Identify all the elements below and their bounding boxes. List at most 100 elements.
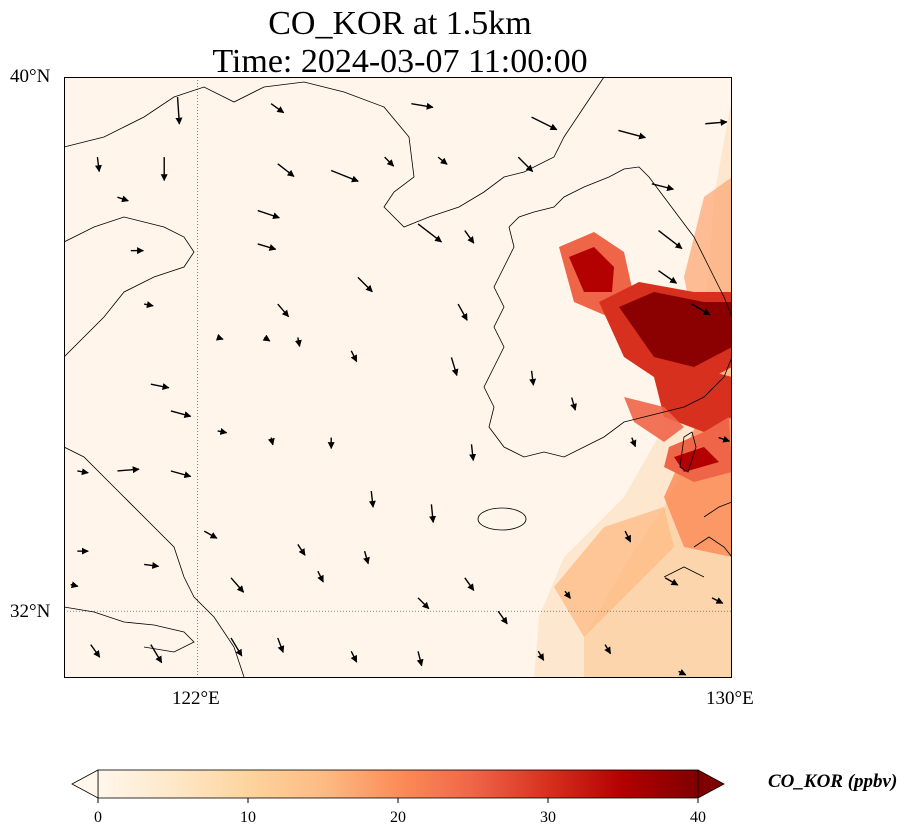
lat-label-32n: 32°N	[10, 601, 51, 622]
wind-vector	[144, 562, 160, 569]
wind-vector	[257, 243, 277, 251]
colorbar: 0 10 20 30 40	[60, 760, 740, 830]
wind-vector	[150, 644, 163, 664]
wind-vector	[350, 650, 358, 663]
wind-vector	[711, 597, 724, 604]
map-panel	[64, 77, 732, 692]
colorbar-tick-label: 20	[390, 809, 406, 826]
colorbar-extend-high	[697, 769, 725, 799]
coastlines	[64, 77, 732, 678]
plume-hotspot-southwest	[624, 397, 684, 442]
wind-vector	[537, 650, 545, 661]
figure-title-line2: Time: 2024-03-07 11:00:00	[212, 43, 588, 80]
wind-vector	[230, 577, 245, 593]
wind-vector	[294, 337, 302, 348]
colorbar-tick-label: 40	[690, 809, 706, 826]
map-frame	[64, 77, 732, 678]
wind-vector	[497, 610, 508, 625]
wind-vector	[217, 428, 228, 435]
wind-vector	[658, 230, 683, 250]
wind-vector	[629, 437, 637, 448]
wind-vector	[618, 129, 647, 140]
coast-kyushu	[663, 501, 732, 578]
coast-korea-west-south	[483, 226, 732, 458]
wind-vector	[658, 270, 678, 284]
wind-vector	[469, 444, 477, 462]
figure-title-line1: CO_KOR at 1.5km	[268, 5, 532, 42]
wind-vector	[664, 577, 679, 586]
co-concentration-layer	[534, 97, 732, 678]
wind-vector	[363, 550, 370, 565]
wind-vector	[691, 303, 711, 316]
colorbar-ramp	[97, 769, 699, 799]
wind-vector	[262, 334, 271, 342]
wind-vector	[411, 102, 434, 110]
wind-vector	[705, 118, 728, 126]
colorbar-tick-label: 10	[240, 809, 256, 826]
wind-vector	[257, 209, 280, 220]
wind-vector	[350, 350, 358, 363]
wind-vector	[357, 276, 373, 293]
wind-vector	[464, 230, 475, 244]
coast-korea-northeast	[508, 166, 732, 318]
wind-vector	[70, 581, 79, 589]
wind-vector	[563, 590, 571, 599]
wind-vector	[529, 370, 537, 386]
lat-label-40n: 40°N	[10, 66, 51, 87]
plume-hotspot-coast-south-core	[674, 447, 719, 472]
wind-vector	[277, 637, 285, 653]
wind-vector	[417, 597, 430, 610]
wind-vector	[94, 157, 102, 173]
wind-vector	[517, 156, 534, 173]
lon-label-122e: 122°E	[172, 688, 220, 709]
plume-hotspot-south	[654, 367, 732, 432]
wind-vector	[170, 470, 192, 479]
colorbar-tick-label: 30	[540, 809, 556, 826]
wind-vector	[77, 468, 89, 476]
wind-vector	[678, 668, 687, 676]
wind-vector	[90, 644, 101, 658]
wind-vector	[651, 183, 675, 192]
coast-tsushima	[679, 431, 697, 473]
colorbar-tick-label: 0	[94, 809, 102, 826]
plume-band-strait	[554, 507, 674, 637]
colorbar-ticks: 0 10 20 30 40	[94, 798, 706, 826]
wind-vector	[368, 490, 376, 508]
wind-vector	[429, 504, 437, 524]
coast-china-east	[64, 446, 245, 678]
wind-vector	[203, 530, 218, 539]
wind-vector	[531, 116, 558, 131]
wind-vector	[230, 637, 243, 657]
colorbar-label: CO_KOR (ppbv)	[768, 771, 898, 792]
wind-vector	[277, 303, 290, 318]
gridlines	[64, 77, 732, 678]
wind-vector	[117, 466, 140, 474]
wind-vector	[215, 333, 224, 341]
coast-jeju	[477, 507, 527, 531]
lon-label-130e: 130°E	[706, 688, 754, 709]
wind-vector	[624, 530, 632, 543]
wind-vector	[297, 544, 306, 556]
wind-vector	[450, 357, 459, 377]
wind-vector	[317, 570, 324, 583]
coast-yangtze	[64, 606, 195, 653]
wind-vector	[604, 644, 612, 655]
wind-vector	[416, 651, 424, 667]
wind-vector	[144, 301, 154, 309]
wind-vector	[457, 303, 468, 321]
wind-vector	[718, 435, 731, 443]
wind-vector	[437, 156, 448, 165]
wind-vector	[384, 156, 395, 167]
coast-shandong	[64, 216, 195, 358]
wind-vector	[570, 397, 577, 411]
plume-hotspot-west-core	[569, 247, 614, 292]
wind-vector	[175, 96, 183, 125]
wind-vector	[170, 410, 192, 419]
wind-vector	[330, 169, 359, 183]
wind-vector	[117, 195, 129, 203]
map-svg	[64, 77, 732, 692]
wind-vector	[270, 103, 285, 114]
wind-vector	[277, 163, 295, 177]
wind-vector	[267, 437, 275, 446]
colorbar-extend-low	[71, 769, 99, 799]
